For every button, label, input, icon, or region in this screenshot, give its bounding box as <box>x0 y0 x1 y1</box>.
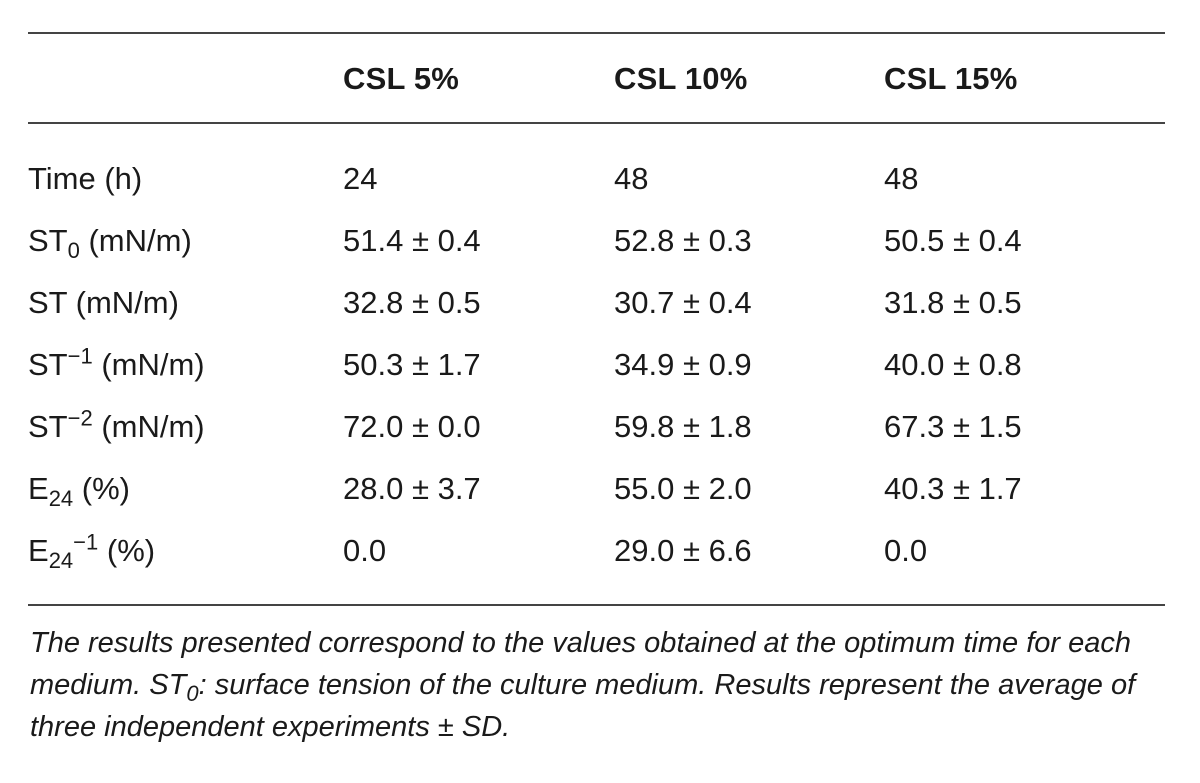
table-caption: The results presented correspond to the … <box>30 627 1136 743</box>
cell-csl-5: 24 <box>343 161 378 196</box>
cell-csl-15: 48 <box>884 161 919 196</box>
cell-csl-5: 72.0 ± 0.0 <box>343 409 481 444</box>
row-label: Time (h) <box>28 161 143 196</box>
row-label: E24−1 (%) <box>28 529 156 574</box>
cell-csl-15: 40.0 ± 0.8 <box>884 347 1022 382</box>
cell-csl-10: 48 <box>614 161 649 196</box>
row-label: ST (mN/m) <box>28 285 179 320</box>
header-rule <box>28 122 1165 124</box>
cell-csl-15: 0.0 <box>884 533 928 568</box>
table-row: ST−1 (mN/m) 50.3 ± 1.7 34.9 ± 0.9 40.0 ±… <box>28 343 1165 409</box>
cell-csl-10: 55.0 ± 2.0 <box>614 471 752 506</box>
table-header: CSL 5% CSL 10% CSL 15% <box>28 34 1165 122</box>
cell-csl-5: 32.8 ± 0.5 <box>343 285 481 320</box>
table-row: ST (mN/m) 32.8 ± 0.5 30.7 ± 0.4 31.8 ± 0… <box>28 285 1165 347</box>
cell-csl-5: 0.0 <box>343 533 387 568</box>
row-label: ST−2 (mN/m) <box>28 405 205 444</box>
column-header-csl-15: CSL 15% <box>884 61 1018 96</box>
cell-csl-5: 28.0 ± 3.7 <box>343 471 481 506</box>
row-label: ST−1 (mN/m) <box>28 343 205 382</box>
table-row: Time (h) 24 48 48 <box>28 161 1165 223</box>
table-row: ST0 (mN/m) 51.4 ± 0.4 52.8 ± 0.3 50.5 ± … <box>28 223 1165 285</box>
row-label: ST0 (mN/m) <box>28 223 192 264</box>
column-header-csl-5: CSL 5% <box>343 61 460 96</box>
table-row: E24−1 (%) 0.0 29.0 ± 6.6 0.0 <box>28 529 1165 595</box>
table-body: Time (h) 24 48 48 ST0 (mN/m) 51.4 ± 0.4 … <box>28 124 1165 604</box>
cell-csl-15: 40.3 ± 1.7 <box>884 471 1022 506</box>
table-row: ST−2 (mN/m) 72.0 ± 0.0 59.8 ± 1.8 67.3 ±… <box>28 405 1165 471</box>
cell-csl-15: 50.5 ± 0.4 <box>884 223 1022 258</box>
table-row: E24 (%) 28.0 ± 3.7 55.0 ± 2.0 40.3 ± 1.7 <box>28 471 1165 533</box>
column-header-csl-10: CSL 10% <box>614 61 748 96</box>
cell-csl-10: 30.7 ± 0.4 <box>614 285 752 320</box>
cell-csl-10: 52.8 ± 0.3 <box>614 223 752 258</box>
cell-csl-10: 59.8 ± 1.8 <box>614 409 752 444</box>
top-rule <box>28 32 1165 34</box>
cell-csl-15: 31.8 ± 0.5 <box>884 285 1022 320</box>
cell-csl-5: 50.3 ± 1.7 <box>343 347 481 382</box>
bottom-rule <box>28 604 1165 606</box>
cell-csl-15: 67.3 ± 1.5 <box>884 409 1022 444</box>
cell-csl-10: 29.0 ± 6.6 <box>614 533 752 568</box>
row-label: E24 (%) <box>28 471 130 512</box>
cell-csl-5: 51.4 ± 0.4 <box>343 223 481 258</box>
cell-csl-10: 34.9 ± 0.9 <box>614 347 752 382</box>
results-table: CSL 5% CSL 10% CSL 15% Time (h) 24 48 48… <box>28 32 1165 606</box>
